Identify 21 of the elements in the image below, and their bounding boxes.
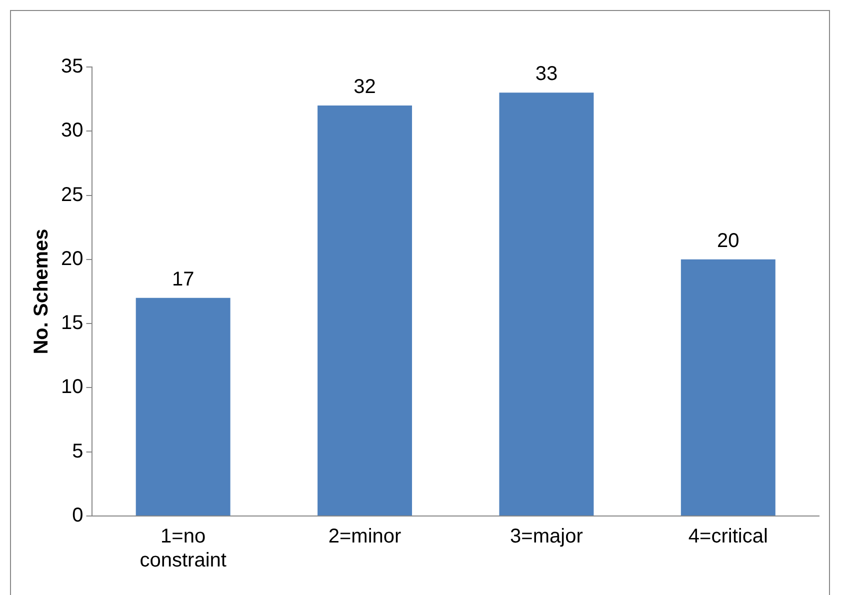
x-tick-label: 2=minor <box>328 526 402 548</box>
bar <box>136 298 230 516</box>
data-label: 17 <box>172 268 194 290</box>
y-tick-label: 30 <box>60 120 84 142</box>
data-label: 32 <box>354 76 376 98</box>
y-tick-label: 25 <box>60 184 84 206</box>
y-tick-label: 20 <box>60 248 84 270</box>
bar <box>318 105 412 516</box>
data-label: 33 <box>535 63 558 86</box>
y-tick-label: 5 <box>72 440 84 462</box>
bar <box>499 92 594 516</box>
x-tick-label: 1=no constraint <box>140 526 227 572</box>
x-tick-label: 3=major <box>510 526 584 548</box>
x-tick-label: 4=critical <box>688 526 768 548</box>
y-axis-title: No. Schemes <box>30 228 53 354</box>
data-label: 20 <box>717 230 740 252</box>
y-tick-label: 10 <box>60 376 84 398</box>
y-tick-label: 35 <box>60 56 84 78</box>
bar <box>680 259 776 516</box>
y-tick-label: 0 <box>72 504 84 527</box>
y-tick-label: 15 <box>60 312 84 334</box>
